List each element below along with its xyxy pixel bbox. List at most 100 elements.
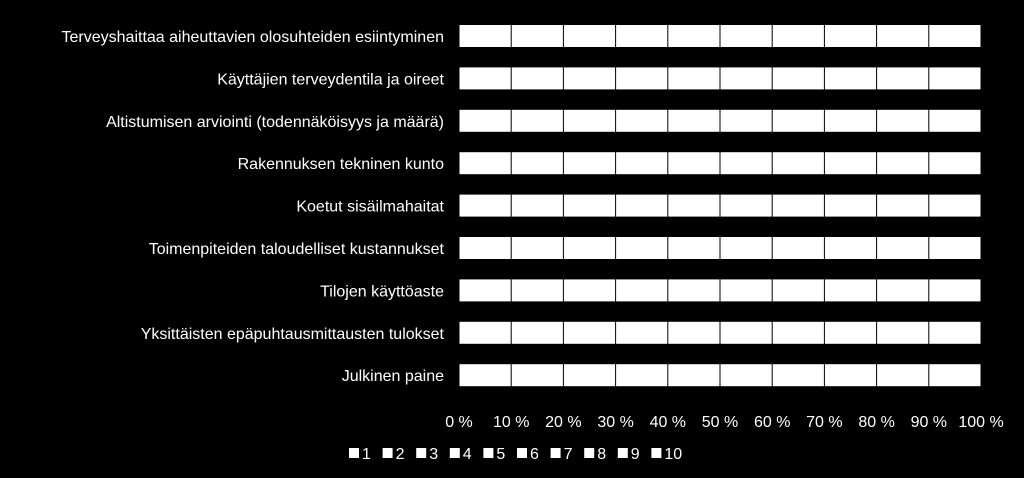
bar-segment [615, 152, 668, 175]
category-label: Tilojen käyttöaste [320, 283, 444, 300]
legend-label: 2 [396, 446, 405, 463]
x-tick-label: 70 % [806, 414, 842, 431]
bar-segment [772, 25, 825, 47]
bar-segment [772, 237, 825, 259]
category-label: Yksittäisten epäpuhtausmittausten tuloks… [141, 326, 445, 343]
bar-segment [459, 279, 512, 302]
bar-segment [459, 67, 512, 90]
bar-segment [615, 364, 668, 387]
bar-segment [824, 152, 877, 175]
bar-segment [772, 152, 825, 175]
bar-segment [876, 109, 929, 132]
bar-segment [459, 237, 512, 259]
bar-segment [667, 194, 720, 217]
bar-segment [459, 321, 512, 344]
bar-segment [720, 237, 773, 259]
bar-segment [615, 194, 668, 217]
bar-segment [720, 109, 773, 132]
legend-swatch [349, 448, 359, 458]
bar-segment [720, 194, 773, 217]
bar-segment [459, 109, 512, 132]
x-tick-label: 50 % [702, 414, 738, 431]
bar-segment [615, 67, 668, 90]
legend-label: 9 [631, 446, 640, 463]
bar-segment [511, 279, 564, 302]
legend-swatch [550, 448, 561, 458]
bar-segment [615, 25, 668, 47]
legend-label: 8 [597, 446, 606, 463]
x-tick-label: 60 % [754, 414, 790, 431]
bar-segment [928, 237, 981, 259]
bar-segment [772, 279, 825, 302]
bar-segment [928, 25, 981, 47]
bar-segment [511, 237, 564, 259]
x-tick-label: 30 % [597, 414, 633, 431]
bar-segment [667, 67, 720, 90]
bar-segment [772, 364, 825, 387]
bar-segment [667, 321, 720, 344]
bar-segment [563, 364, 616, 387]
bar-segment [563, 279, 616, 302]
x-tick-label: 40 % [650, 414, 686, 431]
bar-segment [459, 25, 512, 47]
bar-segment [667, 109, 720, 132]
bar-segment [928, 67, 981, 90]
legend-swatch [517, 448, 527, 458]
x-tick-label: 0 % [445, 414, 473, 431]
bar-segment [876, 67, 929, 90]
bar-segment [876, 25, 929, 47]
bar-segment [928, 152, 981, 175]
bar-segment [511, 109, 564, 132]
bar-segment [615, 279, 668, 302]
bar-segment [720, 279, 773, 302]
bar-segment [563, 152, 616, 175]
bar-segment [824, 279, 877, 302]
bar-segment [876, 364, 929, 387]
bar-segment [824, 194, 877, 217]
bar-segment [824, 321, 877, 344]
bar-segment [772, 109, 825, 132]
bar-segment [511, 364, 564, 387]
category-label: Rakennuksen tekninen kunto [238, 156, 444, 173]
bar-segment [928, 279, 981, 302]
bar-segment [667, 364, 720, 387]
bar-segment [563, 109, 616, 132]
bar-segment [876, 152, 929, 175]
legend-swatch [382, 448, 393, 458]
legend-swatch [483, 448, 494, 458]
bar-segment [511, 67, 564, 90]
bar-segment [824, 109, 877, 132]
category-labels: Terveyshaittaa aiheuttavien olosuhteiden… [62, 29, 445, 385]
x-tick-label: 90 % [911, 414, 947, 431]
bar-segment [720, 364, 773, 387]
x-axis-ticks: 0 % 10 % 20 % 30 % 40 % 50 % 60 % 70 % 80 % 90 % 1… [445, 414, 1003, 431]
bar-segment [667, 279, 720, 302]
bar-segment [459, 152, 512, 175]
bar-segment [563, 25, 616, 47]
bar-segment [824, 67, 877, 90]
bar-segment [720, 25, 773, 47]
legend-label: 4 [463, 446, 472, 463]
legend-label: 3 [429, 446, 438, 463]
bar-segment [772, 321, 825, 344]
legend-label: 10 [664, 446, 682, 463]
x-tick-label: 80 % [858, 414, 894, 431]
bar-segment [876, 194, 929, 217]
category-label: Terveyshaittaa aiheuttavien olosuhteiden… [62, 29, 444, 46]
bar-segment [563, 67, 616, 90]
bar-segment [459, 364, 512, 387]
bar-segment [563, 321, 616, 344]
bar-segment [563, 237, 616, 259]
bar-segment [928, 321, 981, 344]
bar-segment [928, 109, 981, 132]
x-tick-label: 20 % [545, 414, 581, 431]
bar-segment [615, 109, 668, 132]
bar-segment [772, 194, 825, 217]
category-label: Altistumisen arviointi (todennäköisyys j… [106, 114, 444, 131]
legend-label: 1 [362, 446, 371, 463]
legend-label: 7 [564, 446, 573, 463]
category-label: Julkinen paine [342, 368, 444, 385]
bar-segment [720, 321, 773, 344]
bar-segment [876, 321, 929, 344]
